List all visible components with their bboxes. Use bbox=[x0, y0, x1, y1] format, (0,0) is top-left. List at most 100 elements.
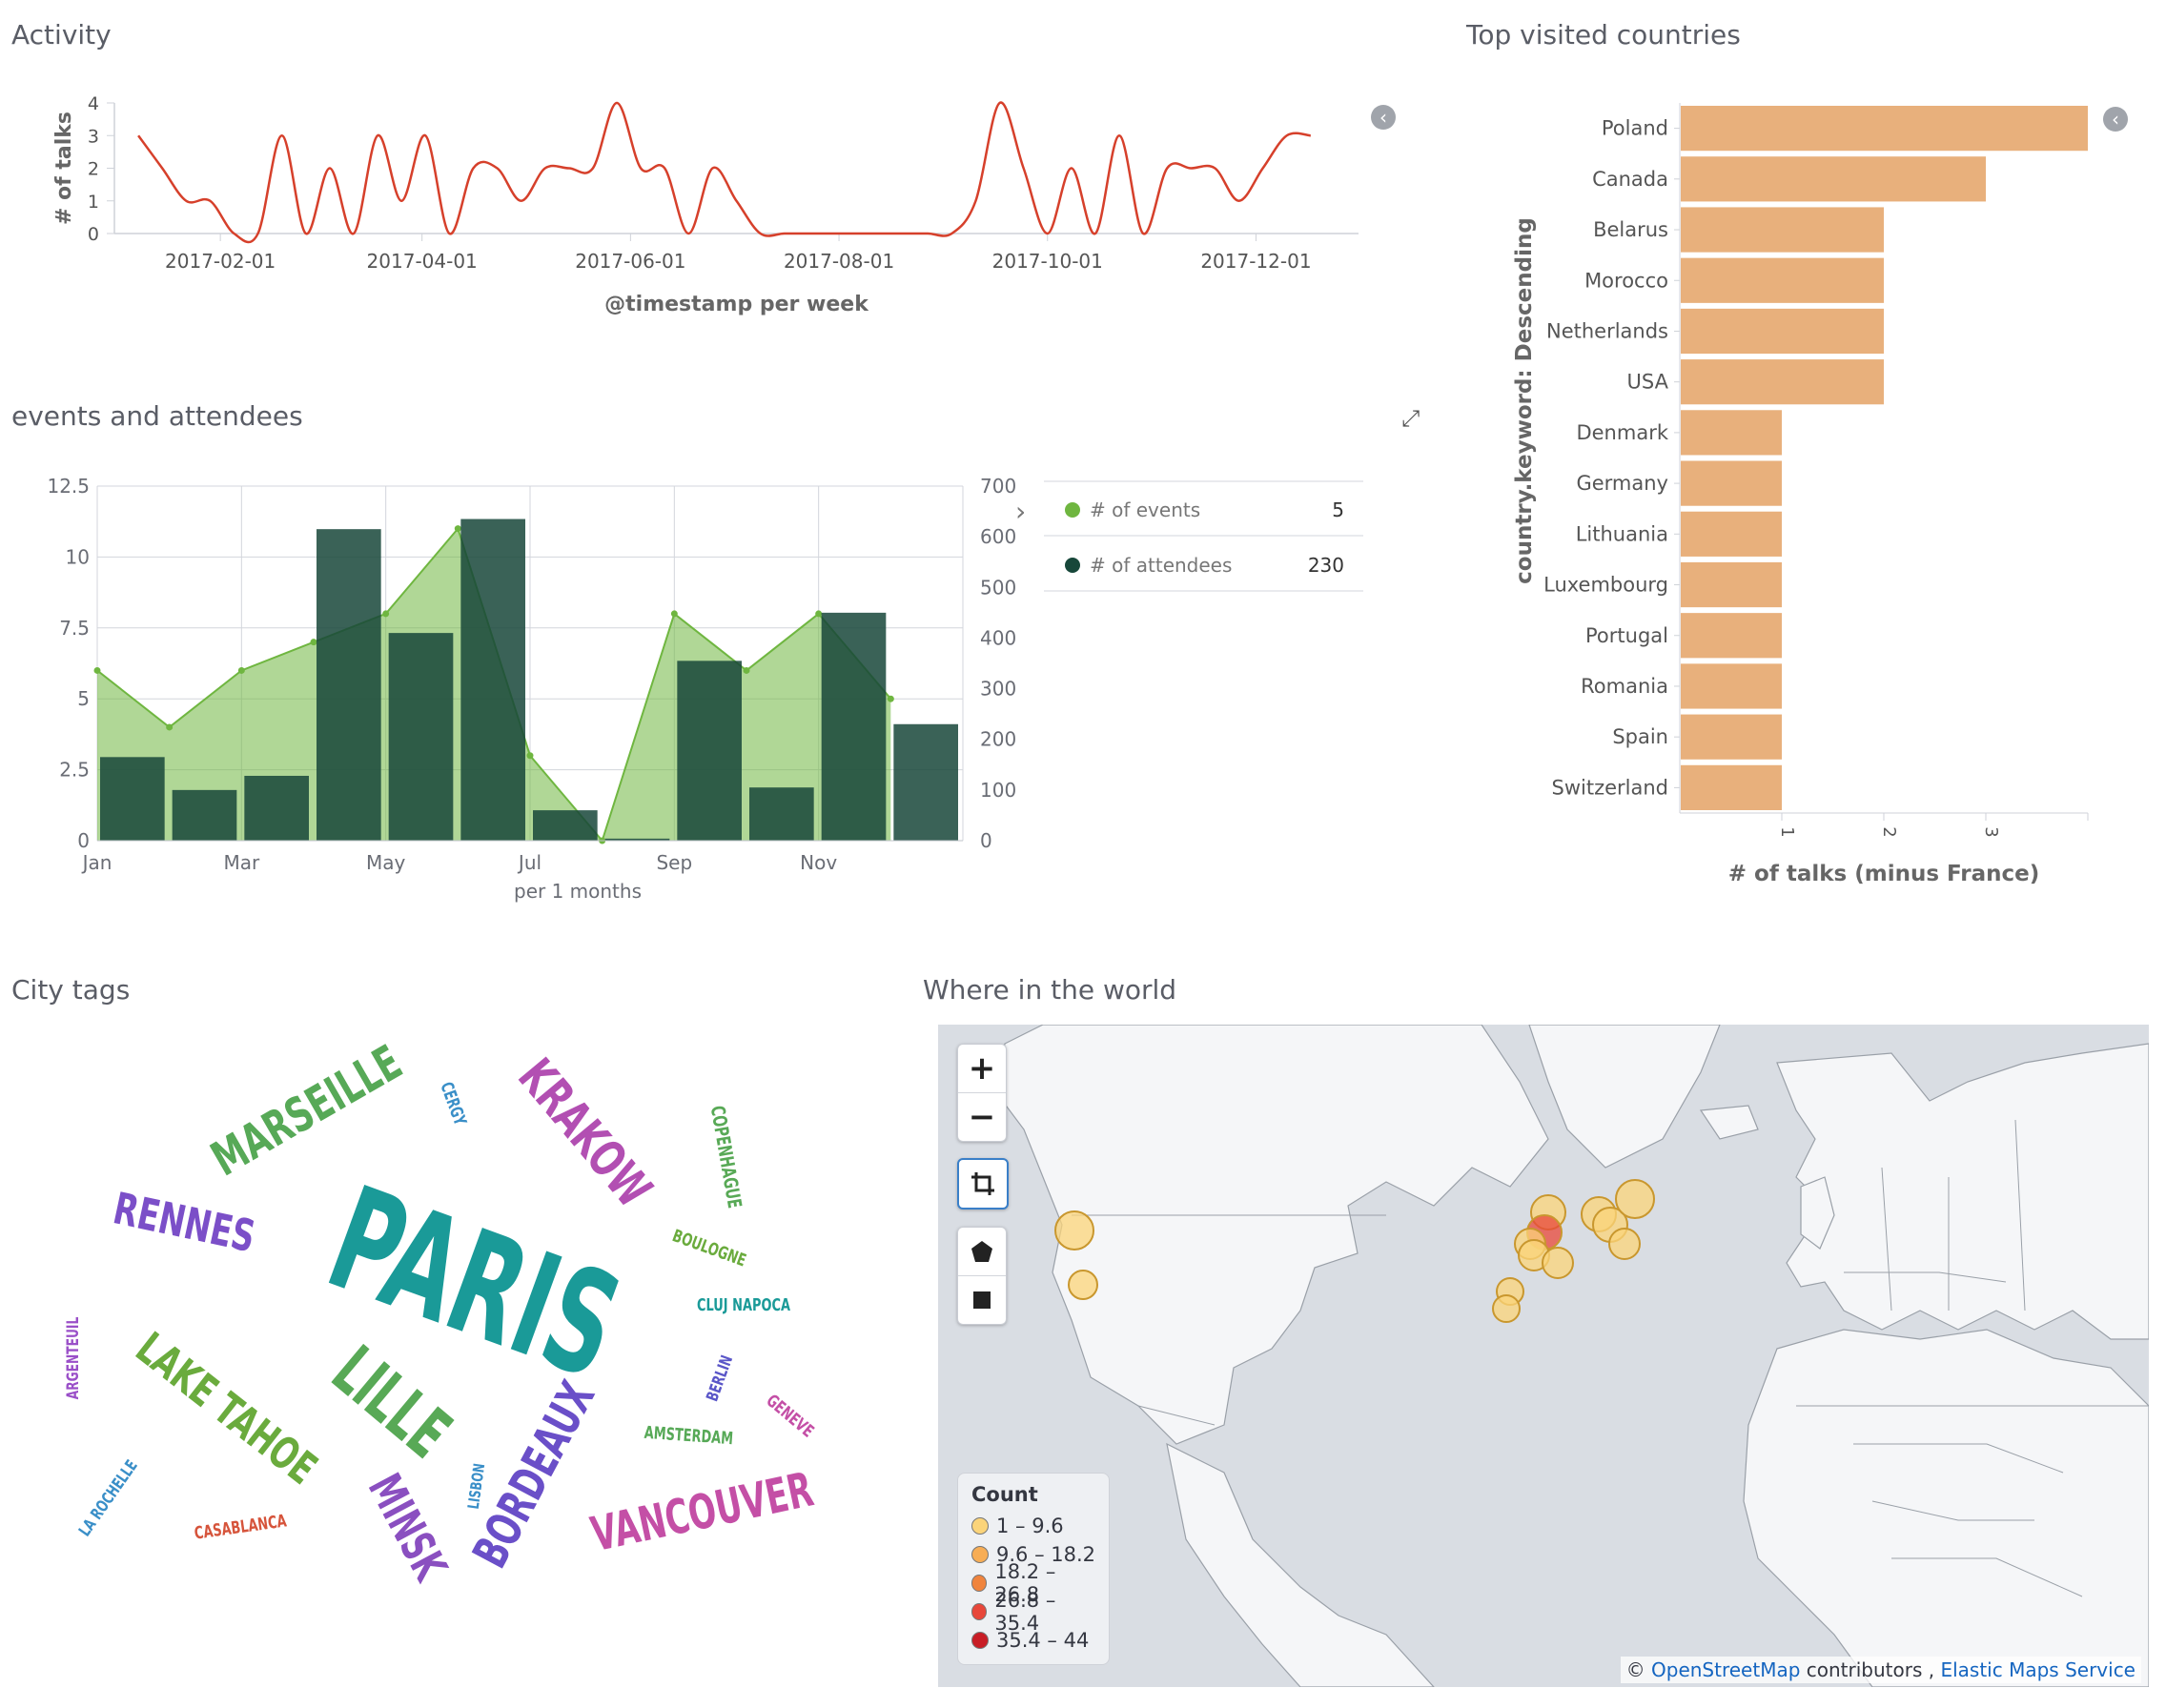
events-chart: 0 2.5 5 7.5 10 12.5 0 100 200 300 400 500 600 700 Jan M… bbox=[47, 475, 1363, 903]
country-label: USA bbox=[1627, 371, 1669, 394]
expand-icon[interactable]: ⤢ bbox=[1401, 405, 1420, 432]
activity-collapse-icon[interactable]: ‹ bbox=[1371, 105, 1396, 130]
zoom-control[interactable]: + − bbox=[957, 1044, 1007, 1142]
cities-title: City tags bbox=[11, 974, 131, 1006]
legend-label: # of attendees bbox=[1090, 554, 1232, 577]
draw-control[interactable] bbox=[957, 1227, 1007, 1325]
map-legend-row: 35.4 – 44 bbox=[971, 1626, 1095, 1655]
events-y-tick-left: 2.5 bbox=[59, 759, 90, 782]
country-label: Switzerland bbox=[1552, 776, 1669, 799]
attendees-bar bbox=[749, 787, 814, 841]
legend-toggle-icon[interactable]: › bbox=[1015, 496, 1027, 527]
events-x-tick: Jul bbox=[517, 851, 542, 874]
country-bar bbox=[1681, 257, 1884, 303]
map-landmass bbox=[1800, 1176, 1835, 1250]
events-y-tick-right: 200 bbox=[980, 728, 1016, 751]
legend-dot bbox=[1065, 558, 1080, 573]
map-legend-label: 9.6 – 18.2 bbox=[996, 1543, 1096, 1566]
events-point bbox=[382, 610, 390, 618]
world-map[interactable]: + − Count 1 – 9.6 9.6 – 18.2 18.2 – 26.8… bbox=[938, 1025, 2149, 1687]
events-y-tick-right: 700 bbox=[980, 475, 1016, 498]
events-point bbox=[670, 610, 678, 618]
attendees-bar bbox=[244, 775, 309, 841]
zoom-out-button[interactable]: − bbox=[958, 1092, 1006, 1141]
map-canvas[interactable] bbox=[938, 1025, 2149, 1687]
zoom-in-button[interactable]: + bbox=[968, 1049, 996, 1088]
events-y-tick-left: 12.5 bbox=[47, 475, 90, 498]
country-bar bbox=[1681, 410, 1782, 456]
events-y-tick-left: 5 bbox=[77, 687, 90, 710]
country-bar bbox=[1681, 613, 1782, 659]
countries-x-tick: 2 bbox=[1879, 826, 1899, 837]
events-point bbox=[310, 639, 317, 646]
map-landmass bbox=[994, 1025, 1549, 1445]
osm-link[interactable]: OpenStreetMap bbox=[1651, 1658, 1801, 1681]
country-bar bbox=[1681, 308, 1884, 355]
attendees-bar bbox=[821, 612, 887, 841]
legend-label: # of events bbox=[1090, 498, 1200, 521]
city-tag: BOULOGNE bbox=[670, 1225, 749, 1271]
events-x-tick: Sep bbox=[656, 851, 692, 874]
map-legend-row: 1 – 9.6 bbox=[971, 1512, 1095, 1540]
countries-y-label: country.keyword: Descending bbox=[1512, 217, 1537, 584]
activity-x-tick: 2017-12-01 bbox=[1200, 250, 1311, 273]
attendees-bar bbox=[100, 757, 165, 841]
events-point bbox=[526, 752, 534, 760]
events-y-tick-left: 7.5 bbox=[59, 617, 90, 640]
activity-chart: 0 1 2 3 4 2017-02-01 2017-04-01 2017-06-01 2017-… bbox=[52, 93, 1359, 316]
activity-y-tick: 2 bbox=[88, 159, 99, 180]
legend-dot-1 bbox=[971, 1517, 989, 1535]
events-y-tick-right: 500 bbox=[980, 576, 1016, 599]
activity-x-label: @timestamp per week bbox=[604, 293, 869, 316]
activity-y-tick: 1 bbox=[88, 192, 99, 213]
country-label: Spain bbox=[1612, 725, 1668, 748]
country-bar bbox=[1681, 207, 1884, 253]
map-legend-label: 35.4 – 44 bbox=[996, 1629, 1090, 1652]
crop-icon[interactable] bbox=[959, 1160, 1007, 1208]
country-bar bbox=[1681, 460, 1782, 506]
events-point bbox=[815, 610, 823, 618]
events-x-tick: Nov bbox=[800, 851, 837, 874]
map-bubble bbox=[1068, 1270, 1098, 1300]
map-legend-label: 1 – 9.6 bbox=[996, 1515, 1064, 1537]
draw-polygon-icon[interactable] bbox=[958, 1228, 1006, 1275]
activity-y-tick: 0 bbox=[88, 224, 99, 245]
map-border bbox=[1844, 1271, 2007, 1283]
legend-dot bbox=[1065, 502, 1080, 518]
countries-collapse-icon[interactable]: ‹ bbox=[2103, 107, 2128, 132]
map-landmass bbox=[1776, 1043, 2149, 1340]
map-border bbox=[1891, 1557, 2083, 1597]
map-legend-row: 9.6 – 18.2 bbox=[971, 1540, 1095, 1569]
draw-rectangle-icon[interactable] bbox=[958, 1275, 1006, 1324]
ems-link[interactable]: Elastic Maps Service bbox=[1940, 1658, 2135, 1681]
fit-bounds-control[interactable] bbox=[957, 1158, 1009, 1210]
events-point bbox=[93, 666, 101, 674]
events-y-tick-left: 0 bbox=[77, 829, 90, 852]
city-tag: LISBON bbox=[465, 1462, 489, 1510]
events-point bbox=[454, 525, 461, 533]
city-tag: GENEVE bbox=[763, 1390, 818, 1441]
map-bubble bbox=[1608, 1228, 1641, 1260]
attendees-bar bbox=[388, 633, 454, 841]
countries-x-tick: 1 bbox=[1777, 826, 1797, 837]
attendees-bar bbox=[533, 810, 598, 841]
country-bar bbox=[1681, 663, 1782, 709]
map-bubble bbox=[1492, 1294, 1521, 1323]
countries-title: Top visited countries bbox=[1466, 19, 1741, 51]
activity-x-tick: 2017-02-01 bbox=[165, 250, 276, 273]
map-legend: Count 1 – 9.6 9.6 – 18.2 18.2 – 26.8 26.… bbox=[957, 1473, 1110, 1665]
map-legend-label: 18.2 – 26.8 bbox=[994, 1560, 1056, 1606]
country-bar bbox=[1681, 764, 1782, 810]
country-bar bbox=[1681, 714, 1782, 760]
country-label: Poland bbox=[1602, 117, 1668, 140]
city-tag: MINSK bbox=[358, 1465, 459, 1590]
legend-value: 5 bbox=[1332, 498, 1344, 521]
city-tag: LA ROCHELLE bbox=[75, 1456, 141, 1539]
map-border bbox=[2014, 1119, 2026, 1312]
city-tag: LAKE TAHOE bbox=[127, 1323, 326, 1494]
map-border bbox=[1871, 1500, 2034, 1521]
map-bubble bbox=[1615, 1179, 1655, 1219]
legend-dot-2 bbox=[971, 1546, 989, 1563]
events-y-tick-right: 100 bbox=[980, 779, 1016, 802]
